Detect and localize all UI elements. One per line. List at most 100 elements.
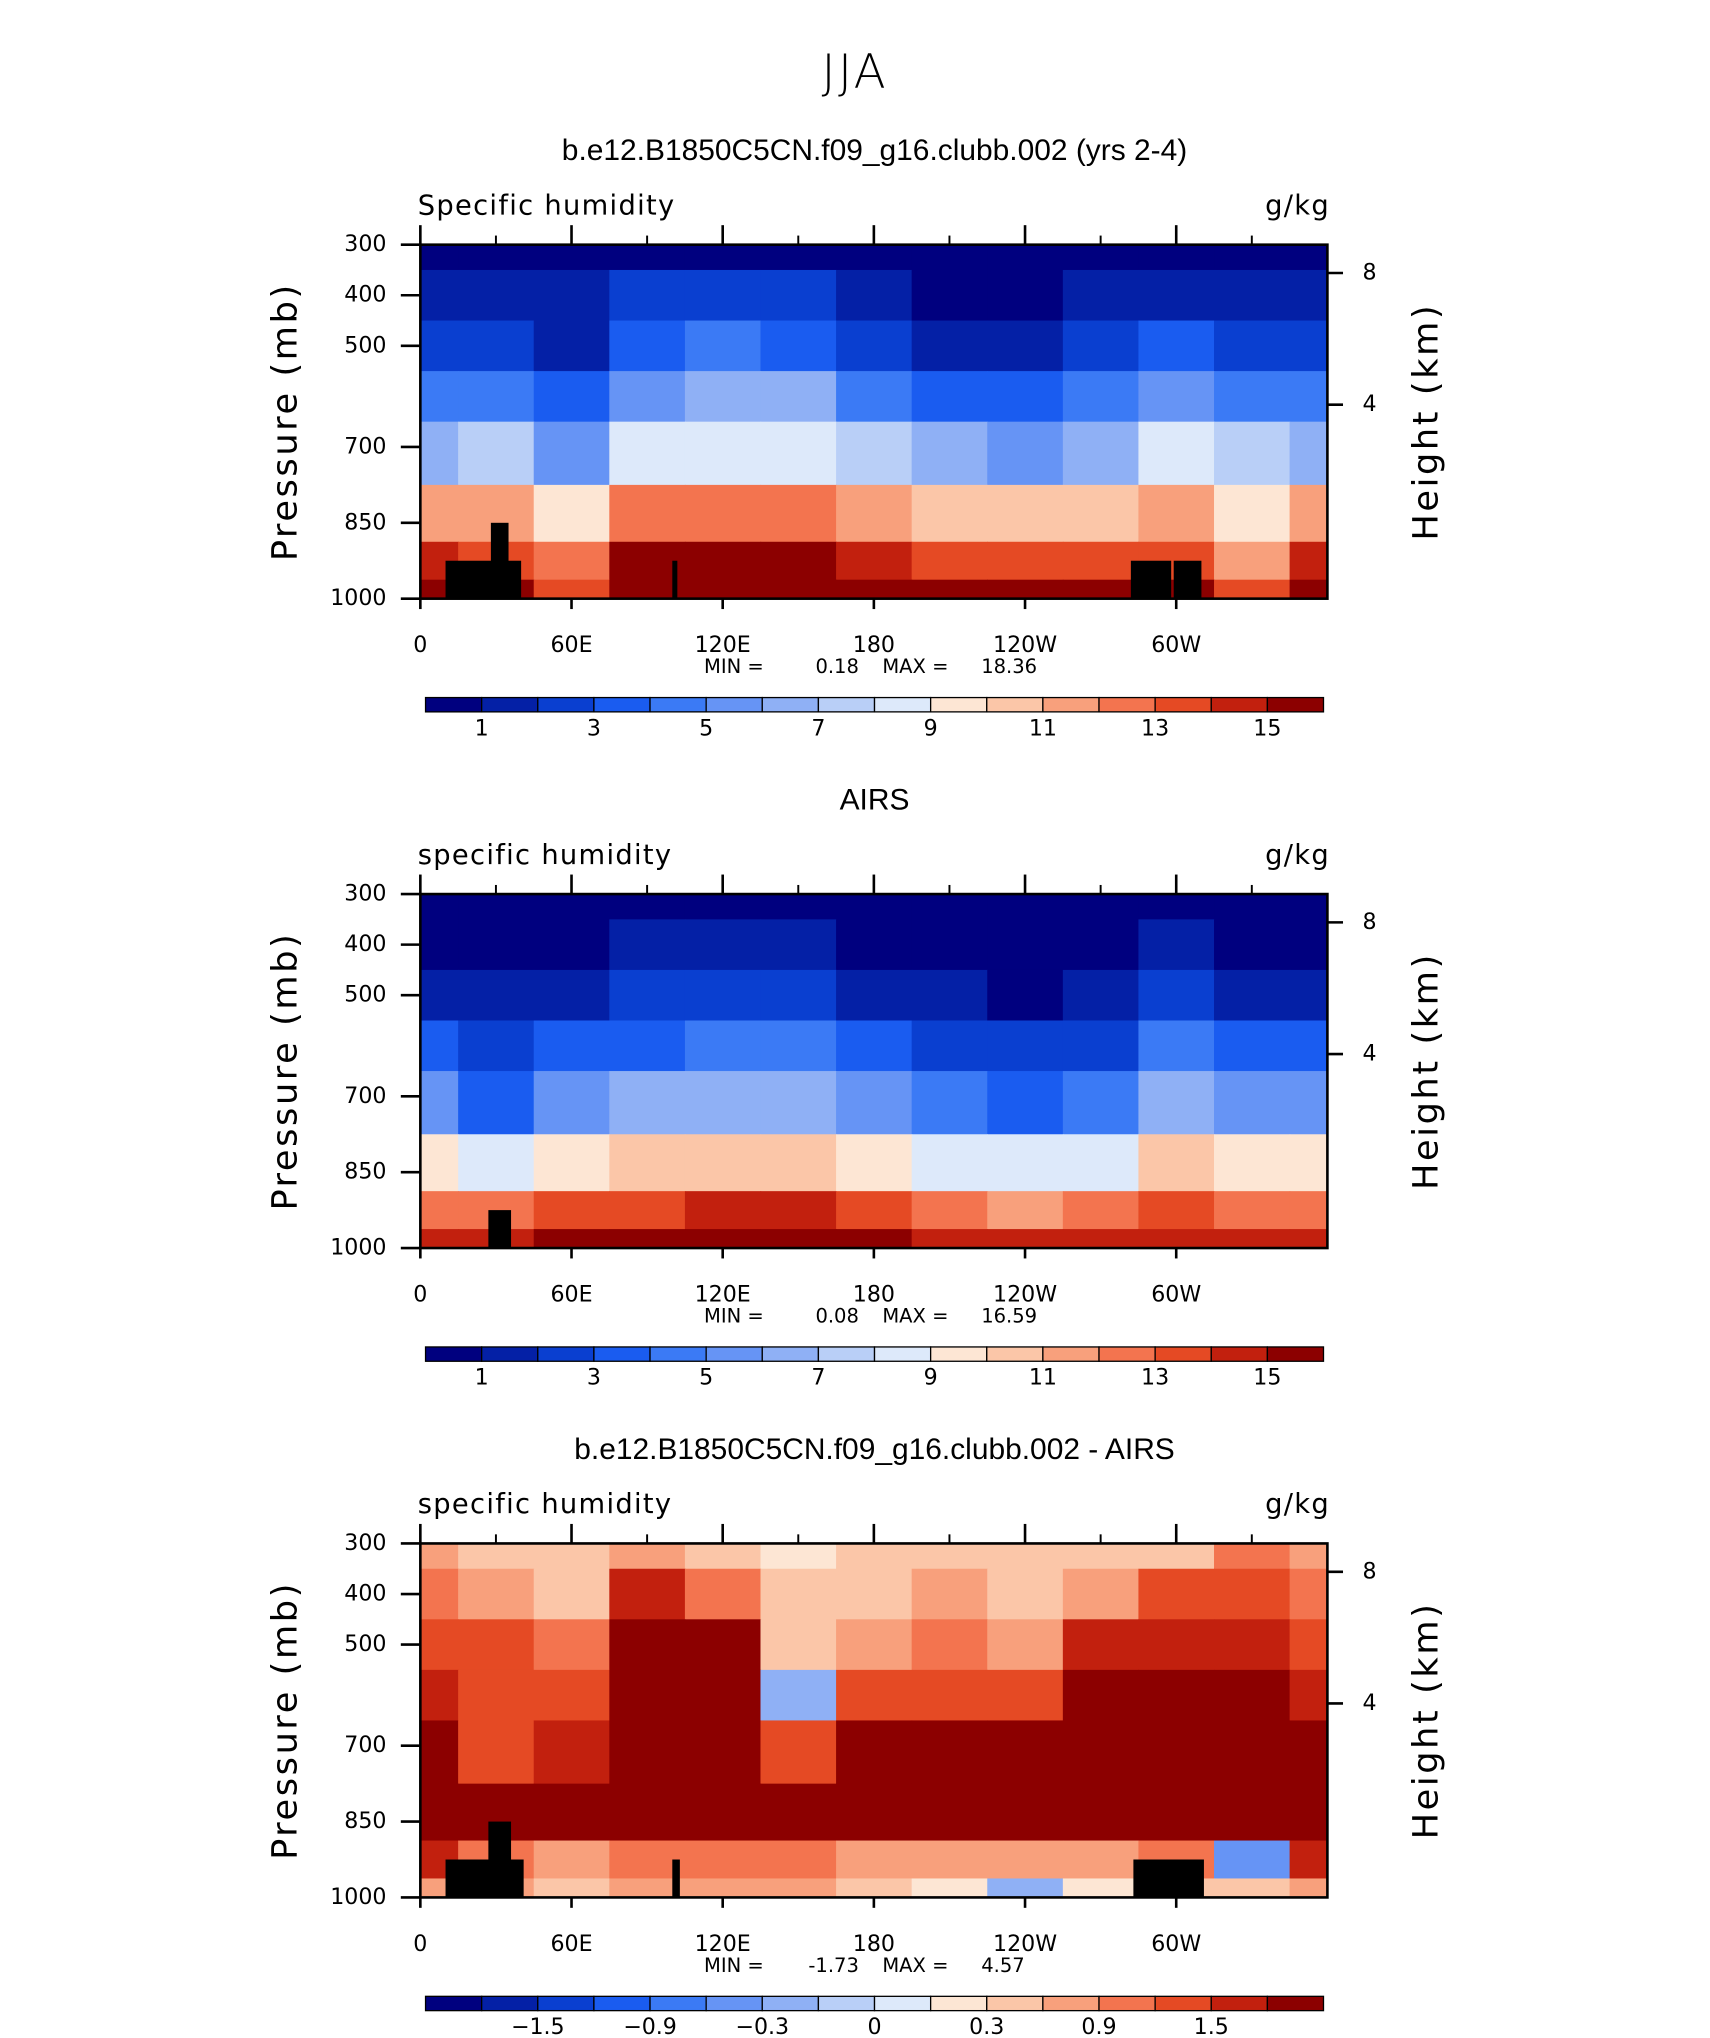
contour-cell <box>760 1669 837 1722</box>
contour-cell <box>1062 579 1140 600</box>
contour-cell <box>1289 484 1329 543</box>
contour-cell <box>420 1229 459 1249</box>
contour-cell <box>1214 579 1291 600</box>
colorbar-label: 1 <box>475 1365 489 1391</box>
contour-cell <box>987 1619 1064 1671</box>
colorbar-box <box>537 696 595 713</box>
contour-cell <box>1214 1191 1291 1230</box>
colorbar-label: −1.5 <box>511 2014 565 2038</box>
contour-cell <box>533 1783 610 1842</box>
colorbar-box <box>986 1995 1044 2012</box>
contour-cell <box>1138 1071 1215 1135</box>
y-tick-label: 400 <box>344 931 386 957</box>
contour-cell <box>533 1543 610 1570</box>
colorbar-label: 13 <box>1141 715 1169 741</box>
contour-cell <box>609 1878 686 1899</box>
contour-cell <box>987 1669 1064 1722</box>
contour-cell <box>458 894 535 921</box>
colorbar-box <box>424 1346 483 1362</box>
contour-cell <box>609 371 686 423</box>
contour-cell <box>1289 421 1329 486</box>
colorbar-box <box>1042 1346 1100 1362</box>
contour-cell <box>1289 1229 1329 1249</box>
contour-cell <box>458 1619 535 1671</box>
contour-cell <box>836 1783 913 1842</box>
contour-cell <box>760 541 837 581</box>
contour-cell <box>987 320 1064 372</box>
min-value: 0.08 <box>815 1305 858 1328</box>
contour-cell <box>760 1543 837 1570</box>
terrain-mask <box>488 1821 512 1898</box>
contour-cell <box>987 484 1064 543</box>
contour-cell <box>1062 421 1140 486</box>
colorbar-box <box>481 1346 539 1362</box>
contour-cell <box>911 1783 988 1842</box>
colorbar-label: −0.9 <box>623 2014 677 2038</box>
min-label: MIN = <box>704 1954 764 1977</box>
contour-cell <box>1138 1134 1215 1192</box>
panel-title: b.e12.B1850C5CN.f09_g16.clubb.002 (yrs 2… <box>562 134 1187 167</box>
contour-cell <box>420 1543 459 1570</box>
contour-cell <box>533 1191 610 1230</box>
y-tick-label: 850 <box>344 1159 386 1185</box>
contour-cell <box>760 1191 837 1230</box>
y-tick-label: 1000 <box>330 585 386 611</box>
contour-cell <box>836 1191 913 1230</box>
contour-cell <box>533 1619 610 1671</box>
contour-cell <box>533 1720 610 1785</box>
y2-axis-label: Height (km) <box>1406 303 1447 541</box>
contour-cell <box>1289 1020 1329 1072</box>
contour-cell <box>760 894 837 921</box>
contour-cell <box>533 1229 610 1249</box>
contour-cell <box>836 1720 913 1785</box>
contour-cell <box>609 919 686 971</box>
contour-cell <box>760 579 837 600</box>
max-value: 16.59 <box>981 1305 1037 1328</box>
contour-cell <box>760 1783 837 1842</box>
contour-cell <box>1214 894 1291 921</box>
contour-cell <box>911 579 988 600</box>
max-value: 4.57 <box>981 1954 1024 1977</box>
contour-cell <box>1214 1543 1291 1570</box>
contour-cell <box>1289 1878 1329 1899</box>
colorbar-box <box>1210 1995 1269 2012</box>
contour-cell <box>420 484 459 543</box>
colorbar-box <box>1154 1995 1212 2012</box>
contour-cell <box>420 244 459 271</box>
contour-cell <box>911 1840 988 1880</box>
contour-cell <box>609 269 686 322</box>
contour-cell <box>836 1840 913 1880</box>
x-tick-label: 180 <box>853 1281 895 1307</box>
contour-cell <box>760 1619 837 1671</box>
colorbar-box <box>1266 1346 1325 1362</box>
contour-cell <box>533 320 610 372</box>
x-tick-label: 0 <box>413 632 427 658</box>
contour-cell <box>1138 1783 1215 1842</box>
contour-cell <box>1214 1071 1291 1135</box>
contour-cell <box>1138 371 1215 423</box>
contour-cell <box>836 1071 913 1135</box>
contour-cell <box>836 969 913 1022</box>
colorbar-label: 5 <box>699 715 713 741</box>
colorbar-box <box>873 1346 932 1362</box>
contour-cell <box>760 1568 837 1620</box>
x-tick-label: 120W <box>993 1281 1057 1307</box>
y-tick-label: 1000 <box>330 1884 386 1910</box>
contour-cell <box>684 541 762 581</box>
contour-cell <box>987 1229 1064 1249</box>
contour-cell <box>836 371 913 423</box>
contour-cell <box>987 579 1064 600</box>
contour-cell <box>684 894 762 921</box>
colorbar-label: 9 <box>924 715 938 741</box>
contour-cell <box>987 541 1064 581</box>
colorbar-box <box>593 1995 651 2012</box>
colorbar-box <box>817 696 876 713</box>
contour-cell <box>1289 969 1329 1022</box>
colorbar-box <box>761 1346 820 1362</box>
contour-cell <box>1214 269 1291 322</box>
contour-cell <box>684 269 762 322</box>
contour-cell <box>458 371 535 423</box>
y2-tick-label: 4 <box>1363 1041 1377 1067</box>
max-value: 18.36 <box>981 655 1037 678</box>
contour-cell <box>684 1543 762 1570</box>
